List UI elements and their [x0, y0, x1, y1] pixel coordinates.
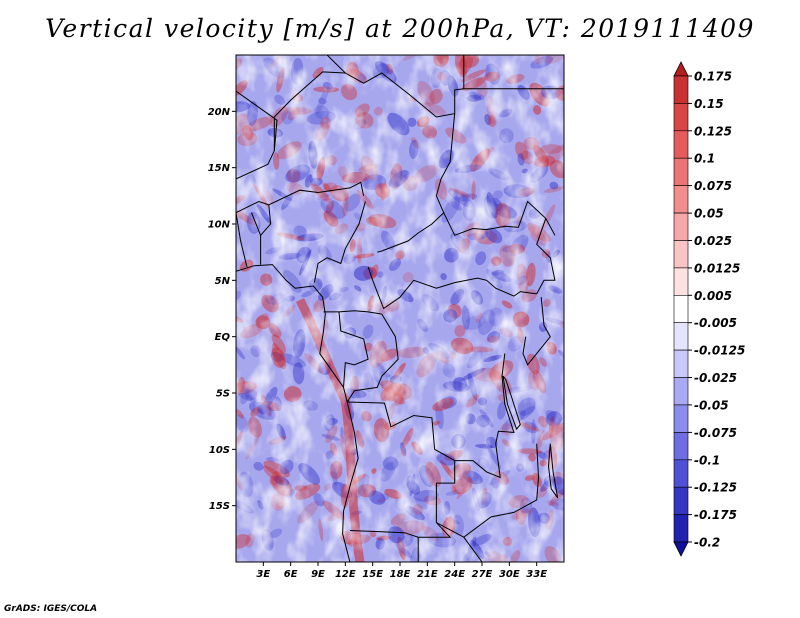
border-line	[443, 200, 556, 236]
border-line	[260, 204, 272, 236]
colorbar-bin	[673, 404, 689, 433]
border-line	[338, 311, 369, 388]
colorbar-bin	[673, 349, 689, 378]
colorbar-bin	[673, 240, 689, 269]
border-line	[236, 71, 346, 180]
lon-tick-label: 33E	[526, 569, 547, 580]
lon-tick-label: 30E	[499, 569, 520, 580]
colorbar-label: 0.0125	[694, 261, 740, 275]
colorbar-bin	[673, 377, 689, 406]
border-line	[346, 313, 399, 403]
longitude-axis: 3E 6E 9E 12E 15E 18E 21E 24E 27E 30E 33E	[256, 562, 547, 580]
colorbar-bin	[673, 185, 689, 214]
colorbar-bin	[673, 267, 689, 296]
colorbar-bin	[673, 75, 689, 104]
colorbar-label: 0.125	[694, 124, 732, 138]
colorbar-bin	[673, 459, 689, 488]
border-line	[347, 401, 456, 538]
lat-tick-label: 15N	[208, 163, 231, 174]
colorbar-bottom-arrow	[673, 541, 689, 557]
lon-tick-label: 3E	[256, 569, 270, 580]
colorbar-label: 0.15	[694, 97, 724, 111]
lon-tick-label: 12E	[335, 569, 356, 580]
field-speckle	[236, 290, 564, 562]
colorbar-bin	[673, 294, 689, 324]
lon-tick-label: 6E	[284, 569, 298, 580]
map-area	[236, 55, 564, 562]
lat-tick-label: 15S	[209, 501, 230, 512]
lon-tick-label: 18E	[390, 569, 411, 580]
border-line	[236, 212, 248, 267]
border-line	[236, 181, 365, 214]
colorbar-label: 0.1	[694, 152, 715, 166]
colorbar-bin	[673, 157, 689, 186]
border-line	[236, 90, 278, 151]
colorbar-bin	[673, 130, 689, 159]
colorbar-bin	[673, 212, 689, 241]
colorbar-label: 0.175	[694, 70, 732, 84]
country-borders	[236, 55, 564, 562]
colorbar-label: 0.075	[694, 179, 732, 193]
border-line	[547, 443, 559, 499]
colorbar-bin	[673, 514, 689, 543]
lat-tick-label: EQ	[215, 332, 231, 343]
lat-tick-label: 5N	[215, 276, 231, 287]
border-line	[522, 297, 551, 366]
border-line	[323, 310, 382, 315]
colorbar-label: -0.1	[694, 453, 720, 467]
border-line	[326, 55, 465, 118]
border-line	[377, 113, 456, 253]
colorbar-label: 0.05	[694, 207, 724, 221]
colorbar-top-arrow	[673, 61, 689, 77]
grads-credit: GrADS: IGES/COLA	[4, 604, 98, 614]
lat-tick-label: 20N	[208, 107, 231, 118]
colorbar-bin	[673, 486, 689, 515]
border-line	[463, 536, 483, 562]
colorbar-label: -0.125	[694, 481, 737, 495]
lat-tick-label: 10N	[208, 220, 231, 231]
latitude-axis: 20N 15N 10N 5N EQ 5S 10S 15S	[208, 107, 236, 512]
colorbar-label: -0.0125	[694, 344, 745, 358]
colorbar-bin	[673, 103, 689, 132]
colorbar-bin	[673, 322, 689, 351]
map-title: Vertical velocity [m/s] at 200hPa, VT: 2…	[45, 14, 755, 43]
colorbar-label: -0.075	[694, 426, 737, 440]
colorbar-label: -0.175	[694, 508, 737, 522]
colorbar-label: 0.005	[694, 289, 732, 303]
colorbar-bin	[673, 432, 689, 461]
lat-tick-label: 10S	[209, 445, 230, 456]
colorbar-label: -0.005	[694, 316, 737, 330]
border-line	[502, 375, 521, 431]
colorbar-label: -0.2	[694, 536, 720, 550]
border-line	[536, 218, 556, 295]
border-line	[236, 264, 359, 562]
colorbar-label: -0.025	[694, 371, 737, 385]
colorbar: 0.175 0.15 0.125 0.1 0.075 0.05 0.025 0.0125 0.0…	[673, 61, 745, 557]
lon-tick-label: 27E	[472, 569, 493, 580]
border-line	[454, 353, 515, 479]
lat-tick-label: 5S	[216, 389, 230, 400]
lon-tick-label: 15E	[362, 569, 383, 580]
lon-tick-label: 24E	[444, 569, 465, 580]
colorbar-label: -0.05	[694, 398, 729, 412]
colorbar-label: 0.025	[694, 234, 732, 248]
border-line	[367, 266, 537, 310]
border-line	[313, 201, 366, 283]
lon-tick-label: 9E	[311, 569, 325, 580]
lon-tick-label: 21E	[417, 569, 438, 580]
